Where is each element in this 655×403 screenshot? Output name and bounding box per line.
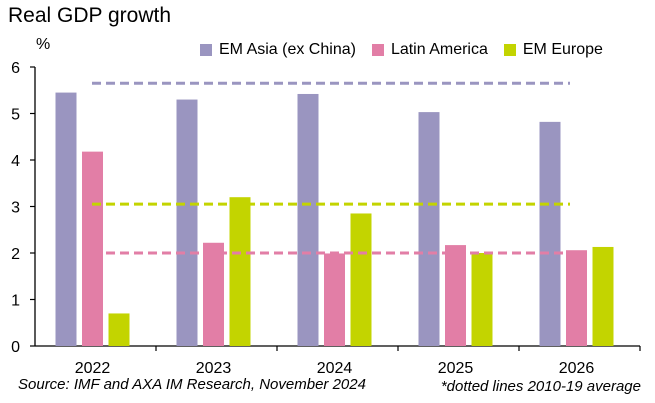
- bar-latin-america-2023: [203, 242, 224, 346]
- y-unit-label: %: [36, 36, 51, 53]
- bar-em-europe-2024: [350, 213, 372, 346]
- legend-label-latin-america: Latin America: [390, 41, 488, 58]
- legend-swatch-em-asia: [200, 44, 212, 56]
- bar-em-europe-2022: [108, 313, 130, 346]
- bar-em-asia-ex-china-2025: [418, 112, 440, 346]
- y-tick-label: 3: [11, 200, 20, 217]
- legend-item-em-asia: EM Asia (ex China): [200, 41, 356, 59]
- y-tick-label: 1: [11, 293, 20, 310]
- y-tick-label: 4: [11, 153, 20, 170]
- bar-latin-america-2024: [324, 253, 345, 346]
- x-tick-label: 2026: [559, 360, 595, 377]
- x-tick-label: 2025: [438, 360, 474, 377]
- bar-latin-america-2026: [566, 250, 587, 346]
- source-note: Source: IMF and AXA IM Research, Novembe…: [18, 376, 366, 393]
- x-tick-label: 2024: [317, 360, 353, 377]
- y-tick-label: 0: [11, 339, 20, 356]
- bar-em-asia-ex-china-2022: [55, 92, 77, 346]
- chart-title: Real GDP growth: [8, 4, 172, 27]
- legend: EM Asia (ex China) Latin America EM Euro…: [200, 41, 603, 59]
- legend-item-em-europe: EM Europe: [503, 41, 603, 59]
- legend-swatch-latin-america: [371, 44, 384, 56]
- bar-em-europe-2026: [592, 246, 614, 346]
- legend-label-em-europe: EM Europe: [522, 41, 603, 58]
- y-tick-label: 2: [11, 246, 20, 263]
- x-tick-label: 2023: [196, 360, 232, 377]
- legend-label-em-asia: EM Asia (ex China): [219, 41, 356, 58]
- legend-swatch-em-europe: [503, 44, 516, 56]
- y-tick-label: 5: [11, 107, 20, 124]
- bar-em-europe-2025: [471, 253, 493, 346]
- bar-em-asia-ex-china-2024: [297, 93, 319, 346]
- footnote: *dotted lines 2010-19 average: [440, 378, 641, 395]
- bar-em-europe-2023: [229, 197, 251, 346]
- bar-em-asia-ex-china-2023: [176, 99, 198, 346]
- x-tick-label: 2022: [75, 360, 111, 377]
- y-tick-label: 6: [11, 60, 20, 77]
- bar-latin-america-2022: [82, 151, 103, 346]
- bar-em-asia-ex-china-2026: [539, 121, 561, 347]
- bar-latin-america-2025: [445, 245, 466, 346]
- legend-item-latin-america: Latin America: [371, 41, 488, 59]
